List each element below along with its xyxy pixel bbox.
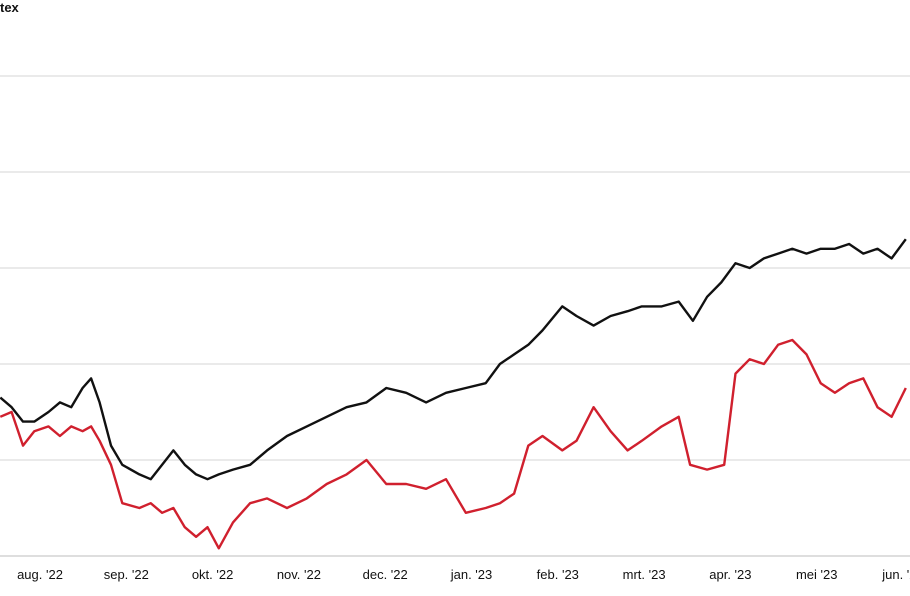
- x-axis-tick-labels: aug. '22 sep. '22 okt. '22 nov. '22 dec. '22…: [17, 567, 910, 582]
- x-tick-label: nov. '22: [277, 567, 321, 582]
- gridlines: [0, 75, 910, 557]
- x-tick-label: mei '23: [796, 567, 838, 582]
- chart-title: tex: [0, 0, 19, 15]
- x-tick-label: jun. '23: [881, 567, 910, 582]
- x-tick-label: aug. '22: [17, 567, 63, 582]
- x-tick-label: sep. '22: [104, 567, 149, 582]
- x-tick-label: jan. '23: [450, 567, 493, 582]
- x-tick-label: feb. '23: [537, 567, 579, 582]
- x-tick-label: apr. '23: [709, 567, 751, 582]
- x-tick-label: okt. '22: [192, 567, 234, 582]
- series-lines: [0, 238, 907, 550]
- x-tick-label: mrt. '23: [623, 567, 666, 582]
- series-line-black: [0, 238, 907, 481]
- series-line-red: [0, 338, 907, 550]
- x-tick-label: dec. '22: [363, 567, 408, 582]
